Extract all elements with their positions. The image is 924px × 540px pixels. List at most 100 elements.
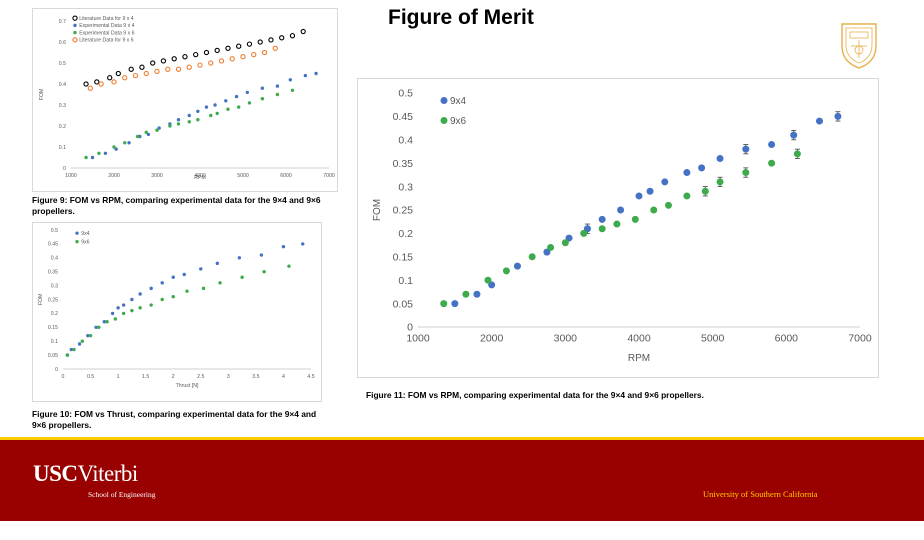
fig9-x-axis-label: RPM: [194, 175, 206, 181]
fig11-point: [617, 206, 625, 214]
fig9-chart: 0 0.1 0.2 0.3 0.4 0.5 0.6 0.7 1000 2000 3000 4000 50…: [39, 15, 335, 181]
fig9-point: [83, 81, 89, 87]
fig10-legend-marker: [75, 231, 79, 235]
fig9-xtick-label: 6000: [280, 173, 292, 179]
fig9-point: [237, 105, 241, 109]
fig11-xtick-label: 1000: [406, 333, 430, 345]
fig9-point: [260, 86, 265, 90]
fig11-point: [650, 206, 658, 214]
fig11-point: [513, 262, 521, 270]
fig9-point: [218, 58, 225, 64]
fig9-point: [275, 92, 280, 97]
fig9-caption: Figure 9: FOM vs RPM, comparing experime…: [32, 195, 321, 216]
fig10-point: [113, 317, 118, 321]
fig11-y-axis-label: FOM: [372, 199, 383, 221]
fig11-point: [742, 145, 750, 153]
fig11-ytick-label: 0.15: [393, 251, 414, 263]
fig10-point: [281, 244, 286, 249]
logo-usc-text: USC: [33, 461, 78, 486]
fig10-point: [259, 253, 264, 257]
fig11-point: [488, 281, 496, 289]
fig11-point: [502, 267, 510, 275]
fig11-point: [635, 192, 643, 200]
fig10-legend-label: 9x6: [81, 240, 89, 246]
fig9-point: [128, 66, 134, 72]
fig9-legend-marker: [73, 30, 77, 35]
fig9-point: [144, 130, 148, 134]
fig11-point: [790, 131, 798, 139]
fig11-ytick-label: 0.45: [393, 111, 414, 123]
fig9-point: [135, 134, 140, 139]
fig11-point: [646, 187, 654, 195]
fig11-point: [742, 169, 750, 177]
fig10-xtick-label: 3.5: [252, 374, 259, 380]
footer-bar: [0, 437, 924, 521]
fig10-point: [240, 275, 244, 279]
fig9-xtick-label: 3000: [151, 173, 163, 179]
fig10-point: [121, 303, 126, 307]
fig9-point: [240, 54, 246, 60]
fig9-point: [154, 68, 160, 75]
fig10-point: [110, 311, 115, 316]
fig9-ytick-label: 0.4: [59, 82, 66, 88]
fig9-point: [139, 64, 145, 70]
fig11-ytick-label: 0.5: [398, 88, 413, 100]
fig11-xtick-label: 7000: [848, 333, 872, 345]
fig11-point: [473, 290, 481, 298]
fig9-xtick-label: 5000: [237, 173, 249, 179]
fig9-point: [150, 60, 156, 66]
fig10-point: [218, 281, 222, 285]
usc-viterbi-logo: USCViterbi: [33, 461, 138, 487]
fig9-point: [214, 47, 220, 54]
fig10-y-axis-label: FOM: [38, 294, 44, 306]
fig9-legend-marker: [72, 37, 78, 43]
fig10-ytick-label: 0.2: [51, 311, 58, 317]
fig9-point: [251, 51, 257, 58]
fig11-point: [834, 112, 842, 120]
fig11-point: [768, 140, 776, 148]
fig10-point: [65, 353, 70, 357]
fig11-point: [701, 187, 709, 195]
fig9-point: [171, 56, 177, 62]
fig9-point: [247, 101, 252, 105]
fig10-point: [86, 333, 90, 338]
fig11-point: [580, 229, 588, 237]
fig9-point: [165, 66, 171, 72]
fig11-point: [561, 239, 569, 247]
fig9-point: [132, 72, 139, 79]
fig11-point: [815, 117, 823, 125]
fig11-ytick-label: 0: [407, 322, 413, 334]
fig10-caption: Figure 10: FOM vs Thrust, comparing expe…: [32, 409, 317, 430]
fig9-point: [261, 49, 268, 56]
fig9-point: [175, 66, 182, 72]
fig9-point: [288, 78, 292, 82]
fig10-point: [121, 311, 126, 316]
fig9-point: [290, 88, 295, 93]
fig10-point: [97, 325, 101, 329]
fig10-ytick-label: 0: [55, 367, 58, 373]
fig11-ytick-label: 0.4: [398, 134, 413, 146]
fig10-point: [301, 242, 305, 246]
fig10-point: [80, 339, 84, 343]
fig10-ytick-label: 0.1: [51, 339, 58, 345]
fig9-point: [246, 41, 253, 47]
fig9-point: [204, 105, 209, 109]
fig10-ytick-label: 0.35: [48, 270, 58, 276]
fig9-point: [176, 118, 181, 122]
fig9-point: [168, 124, 172, 128]
fig10-x-axis-label: Thrust [N]: [176, 383, 199, 389]
fig10-point: [185, 289, 189, 293]
fig9-point: [176, 122, 181, 126]
fig10-ytick-label: 0.15: [48, 325, 58, 331]
fig11-legend-label: 9x4: [450, 96, 467, 107]
fig10-point: [105, 320, 109, 324]
fig11-point: [565, 234, 573, 242]
fig9-point: [157, 126, 161, 130]
fig9-ytick-label: 0.1: [59, 145, 66, 151]
fig9-point: [193, 51, 199, 58]
fig9-xtick-label: 2000: [108, 173, 120, 179]
fig9-point: [245, 90, 249, 95]
fig9-point: [203, 49, 210, 56]
fig9-point: [122, 75, 128, 81]
fig11-ytick-label: 0.25: [393, 205, 414, 217]
